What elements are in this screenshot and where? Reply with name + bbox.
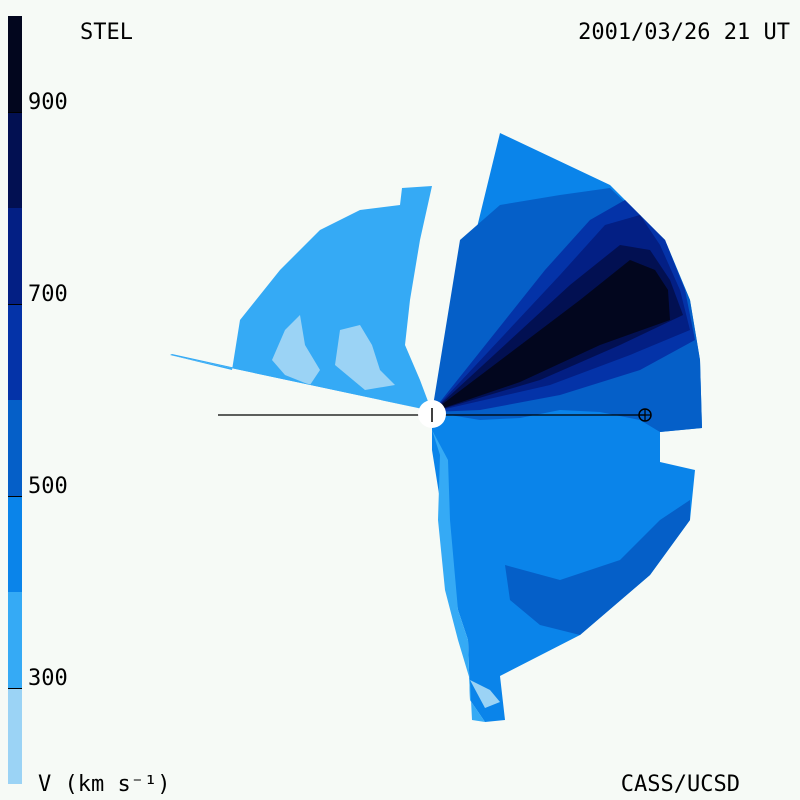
colorbar-tick — [8, 112, 22, 113]
colorbar-segment — [8, 304, 22, 400]
colorbar-tick-label: 900 — [28, 90, 68, 115]
colorbar-segment — [8, 496, 22, 592]
velocity-field — [170, 133, 702, 722]
field-slow-patch-1 — [272, 315, 320, 385]
colorbar-tick-label: 500 — [28, 474, 68, 499]
colorbar-segment — [8, 112, 22, 208]
colorbar-tick-label: 300 — [28, 666, 68, 691]
field-core — [432, 260, 670, 412]
colorbar-tick — [8, 304, 22, 305]
field-slow-patch-2 — [335, 325, 395, 390]
credit-label: CASS/UCSD — [620, 772, 740, 797]
field-ray — [170, 354, 418, 408]
colorbar — [8, 16, 22, 784]
colorbar-segment — [8, 688, 22, 784]
colorbar-tick-label: 700 — [28, 282, 68, 307]
colorbar-segment — [8, 400, 22, 496]
colorbar-segment — [8, 16, 22, 112]
field-lower-right — [505, 500, 690, 635]
colorbar-tick — [8, 688, 22, 689]
colorbar-segment — [8, 208, 22, 304]
field-slow-patch-3 — [470, 680, 500, 708]
colorbar-tick — [8, 496, 22, 497]
colorbar-units-label: V (km s⁻¹) — [38, 772, 171, 797]
colorbar-segment — [8, 592, 22, 688]
field-lower-strip — [432, 430, 485, 722]
timestamp-label: 2001/03/26 21 UT — [578, 20, 790, 45]
earth-icon — [638, 408, 652, 422]
instrument-label: STEL — [80, 20, 133, 45]
